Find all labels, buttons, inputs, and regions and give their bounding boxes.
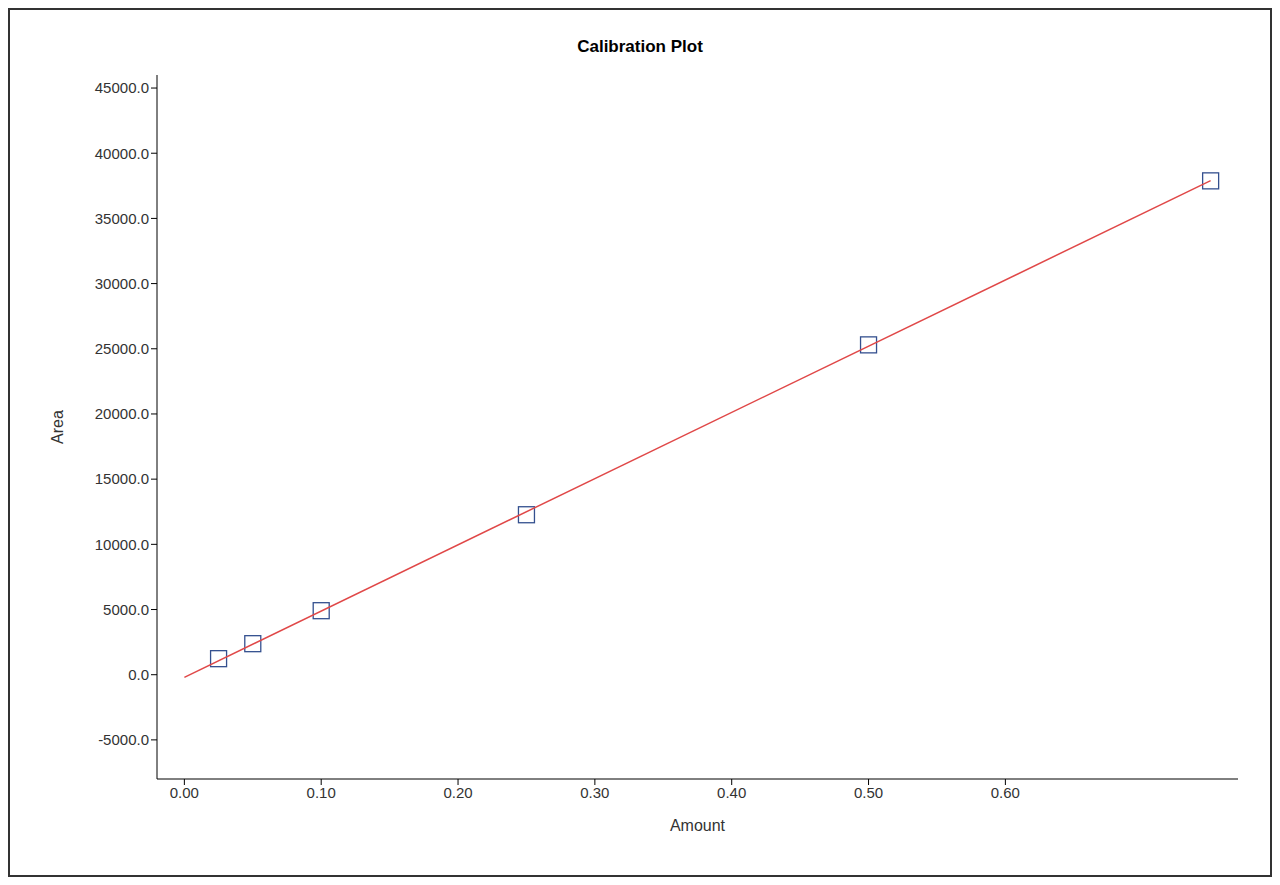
svg-text:5000.0: 5000.0 [103, 601, 149, 618]
svg-text:10000.0: 10000.0 [95, 536, 149, 553]
svg-text:45000.0: 45000.0 [95, 79, 149, 96]
svg-text:0.50: 0.50 [854, 784, 883, 801]
svg-text:-5000.0: -5000.0 [98, 731, 149, 748]
svg-text:0.00: 0.00 [170, 784, 199, 801]
svg-text:0.60: 0.60 [991, 784, 1020, 801]
svg-text:0.10: 0.10 [307, 784, 336, 801]
html-text:Calibration Plot: Calibration Plot [577, 37, 703, 56]
svg-text:0.0: 0.0 [128, 666, 149, 683]
svg-text:Amount: Amount [670, 817, 726, 834]
svg-text:Area: Area [49, 410, 66, 444]
svg-text:0.30: 0.30 [580, 784, 609, 801]
svg-text:30000.0: 30000.0 [95, 275, 149, 292]
svg-text:35000.0: 35000.0 [95, 210, 149, 227]
svg-text:15000.0: 15000.0 [95, 470, 149, 487]
svg-text:20000.0: 20000.0 [95, 405, 149, 422]
svg-text:0.40: 0.40 [717, 784, 746, 801]
svg-text:40000.0: 40000.0 [95, 145, 149, 162]
svg-text:0.20: 0.20 [443, 784, 472, 801]
svg-text:25000.0: 25000.0 [95, 340, 149, 357]
